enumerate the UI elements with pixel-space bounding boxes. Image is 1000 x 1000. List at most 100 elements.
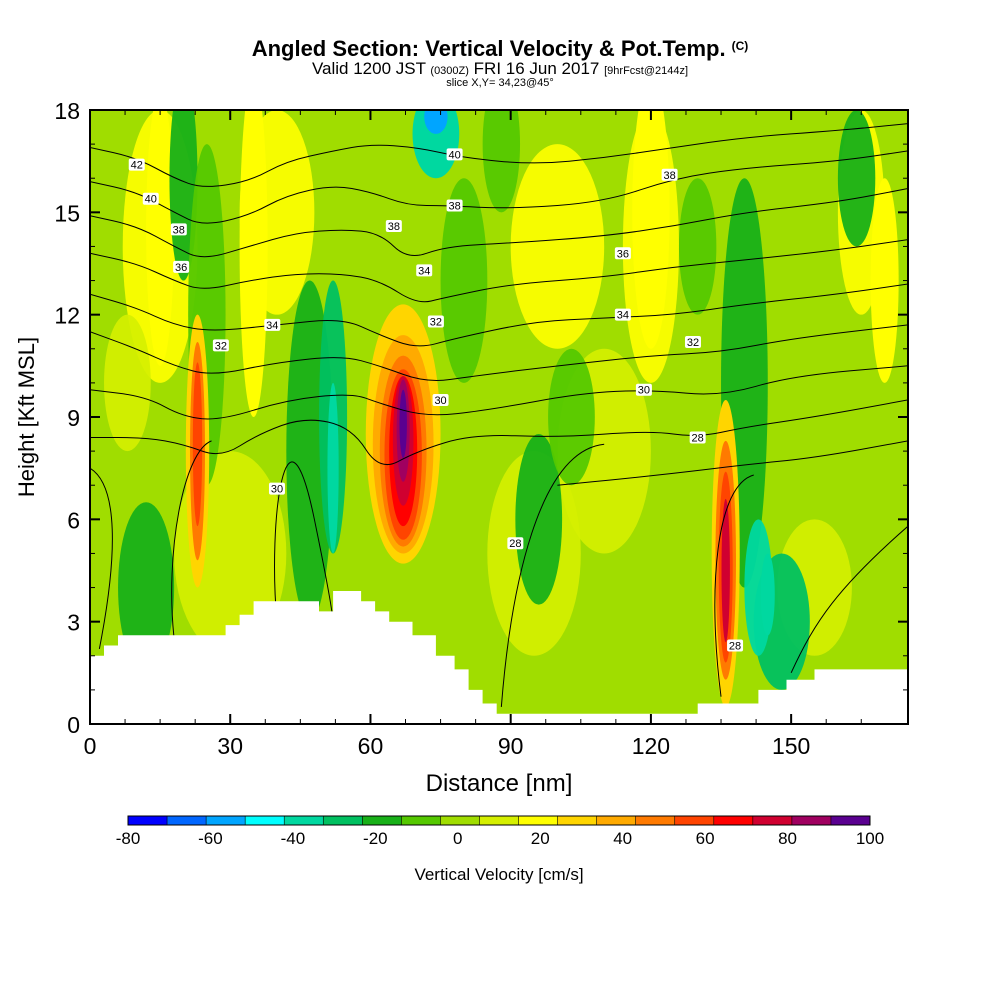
pot-temp-contour xyxy=(90,324,908,381)
colorbar-swatch xyxy=(440,816,480,825)
slice-info: slice X,Y= 34,23@45° xyxy=(446,77,554,89)
pot-temp-contour xyxy=(90,123,908,187)
contour-label-text: 38 xyxy=(448,201,460,213)
contour-label-text: 34 xyxy=(418,265,430,277)
contour-label-text: 42 xyxy=(131,160,143,172)
x-tick-label: 30 xyxy=(217,733,243,759)
y-tick-label: 0 xyxy=(67,712,80,738)
contour-label-text: 30 xyxy=(434,395,446,407)
contour-label-text: 38 xyxy=(388,221,400,233)
contour-label-text: 30 xyxy=(271,484,283,496)
field-green-region xyxy=(678,178,717,315)
y-tick-label: 3 xyxy=(67,610,80,636)
y-tick-label: 18 xyxy=(54,98,80,124)
contour-label: 38 xyxy=(661,168,678,182)
y-tick-label: 9 xyxy=(67,405,80,431)
contour-label: 36 xyxy=(614,247,631,260)
pot-temp-contour xyxy=(90,467,113,650)
colorbar-tick-label: 60 xyxy=(696,829,715,848)
colorbar-swatch xyxy=(518,816,559,825)
y-tick-label: 6 xyxy=(67,507,80,533)
field-updraft-column xyxy=(721,498,730,643)
pot-temp-contour xyxy=(500,443,605,707)
colorbar-tick-label: -20 xyxy=(363,829,388,848)
colorbar-swatch xyxy=(791,816,832,825)
contour-label-text: 32 xyxy=(215,340,227,352)
valid-utc: (0300Z) xyxy=(430,65,469,77)
colorbar-tick-label: -60 xyxy=(198,829,223,848)
pot-temp-contour xyxy=(714,474,754,697)
field-green-region xyxy=(482,110,521,213)
contour-label: 32 xyxy=(684,335,701,349)
contour-label: 38 xyxy=(446,199,463,213)
contour-label: 28 xyxy=(507,537,524,550)
pot-temp-contour xyxy=(790,525,908,674)
x-tick-label: 120 xyxy=(632,733,670,759)
contour-label: 34 xyxy=(614,308,631,322)
colorbar-swatch xyxy=(596,816,637,825)
contour-label: 40 xyxy=(142,192,159,206)
colorbar-swatch xyxy=(674,816,715,825)
field-updraft-core xyxy=(399,389,407,458)
field-yellow-band xyxy=(870,178,899,383)
pot-temp-contour xyxy=(90,365,908,420)
x-tick-label: 150 xyxy=(772,733,810,759)
contour-label: 30 xyxy=(432,393,449,407)
colorbar-tick-label: 20 xyxy=(531,829,550,848)
field-green-region xyxy=(118,502,175,673)
contour-label: 30 xyxy=(268,482,285,496)
colorbar-swatch xyxy=(245,816,285,825)
contour-label: 40 xyxy=(446,148,463,161)
contour-label: 34 xyxy=(264,318,281,332)
contour-label: 32 xyxy=(427,315,444,328)
contour-label-text: 38 xyxy=(663,170,675,182)
field-yellow-region xyxy=(104,314,151,452)
contour-label-text: 28 xyxy=(729,641,741,653)
forecast-info: [9hrFcst@2144z] xyxy=(604,65,689,77)
contour-label: 38 xyxy=(385,219,402,233)
colorbar-swatch xyxy=(323,816,363,825)
contour-label-text: 38 xyxy=(173,224,185,236)
pot-temp-contour xyxy=(90,399,908,465)
colorbar-swatch xyxy=(635,816,676,825)
contour-label-text: 34 xyxy=(266,320,278,332)
contour-label: 38 xyxy=(170,223,187,236)
contour-label-text: 32 xyxy=(430,316,442,328)
contour-label-text: 34 xyxy=(617,310,629,322)
colorbar-tick-label: 100 xyxy=(856,829,884,848)
pot-temp-contour xyxy=(171,440,212,639)
x-tick-label: 90 xyxy=(498,733,524,759)
colorbar-swatch xyxy=(479,816,520,825)
field-updraft-column xyxy=(192,362,203,527)
colorbar-swatch xyxy=(713,816,754,825)
copyright-mark: (C) xyxy=(731,39,749,53)
y-tick-label: 15 xyxy=(54,200,80,226)
pot-temp-contour xyxy=(90,188,908,258)
field-cyan-region xyxy=(760,553,775,636)
contour-label: 34 xyxy=(416,264,433,277)
pot-temp-contour xyxy=(557,440,908,486)
field-yellow-region xyxy=(510,144,605,349)
colorbar-tick-label: 0 xyxy=(453,829,462,848)
field-green-region xyxy=(515,434,563,605)
field-green-region xyxy=(440,178,488,383)
title-text: Angled Section: Vertical Velocity & Pot.… xyxy=(251,36,726,61)
field-green-region xyxy=(837,110,876,247)
colorbar-label: Vertical Velocity [cm/s] xyxy=(414,865,583,884)
field-cyan-region xyxy=(412,110,460,179)
contour-label-text: 40 xyxy=(145,194,157,206)
colorbar-swatch xyxy=(362,816,402,825)
colorbar-swatch xyxy=(752,816,793,825)
x-axis-label: Distance [nm] xyxy=(426,770,573,797)
contour-label: 42 xyxy=(128,158,145,172)
colorbar-swatch xyxy=(830,816,871,825)
pot-temp-contour xyxy=(90,239,908,303)
field-cyan-region xyxy=(327,382,339,554)
plot-area: 42 40 38 36 34 32 40 38 38 34 32 30 30 36 38 34 32 30 28 28… xyxy=(90,110,908,724)
contour-label-text: 32 xyxy=(687,337,699,349)
contour-label: 28 xyxy=(689,431,706,444)
field-yellow-band xyxy=(146,110,175,366)
colorbar-tick-label: -40 xyxy=(281,829,306,848)
x-tick-label: 0 xyxy=(84,733,97,759)
